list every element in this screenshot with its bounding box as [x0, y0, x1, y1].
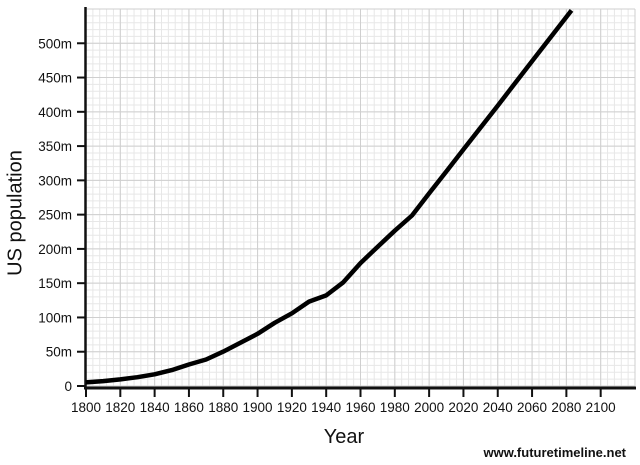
- y-axis-title: US population: [4, 150, 27, 276]
- y-tick-label: 400m: [38, 105, 72, 120]
- y-tick-label: 350m: [38, 139, 72, 154]
- x-tick-label: 1800: [71, 400, 101, 415]
- y-tick-label: 300m: [38, 173, 72, 188]
- y-tick-label: 450m: [38, 71, 72, 86]
- y-tick-label: 500m: [38, 36, 72, 51]
- x-tick-label: 1840: [140, 400, 170, 415]
- x-tick-label: 2020: [448, 400, 478, 415]
- x-tick-label: 1820: [105, 400, 135, 415]
- x-tick-label: 1880: [208, 400, 238, 415]
- x-tick-label: 2100: [586, 400, 616, 415]
- y-tick-label: 50m: [46, 345, 72, 360]
- population-line-series: [85, 9, 574, 385]
- y-tick-label: 0: [64, 379, 72, 394]
- y-tick-label: 250m: [38, 208, 72, 223]
- population-line: [85, 9, 574, 385]
- tick-labels: 1800 1820 1840 1860 1880 1900 1920 1940 1960 1980…: [38, 36, 615, 415]
- x-tick-label: 1940: [311, 400, 341, 415]
- y-tick-label: 150m: [38, 276, 72, 291]
- y-tick-label: 200m: [38, 242, 72, 257]
- axes: [84, 7, 636, 390]
- x-axis-title: Year: [323, 426, 365, 448]
- x-tick-label: 1860: [174, 400, 204, 415]
- y-tick-label: 100m: [38, 310, 72, 325]
- x-tick-label: 2000: [414, 400, 444, 415]
- website-credit: www.futuretimeline.net: [483, 445, 626, 460]
- tick-marks: [77, 42, 602, 397]
- x-tick-label: 1960: [345, 400, 375, 415]
- x-tick-label: 2040: [483, 400, 513, 415]
- x-tick-label: 1920: [277, 400, 307, 415]
- x-tick-label: 1980: [380, 400, 410, 415]
- x-tick-label: 2080: [551, 400, 581, 415]
- x-tick-label: 1900: [243, 400, 273, 415]
- x-tick-label: 2060: [517, 400, 547, 415]
